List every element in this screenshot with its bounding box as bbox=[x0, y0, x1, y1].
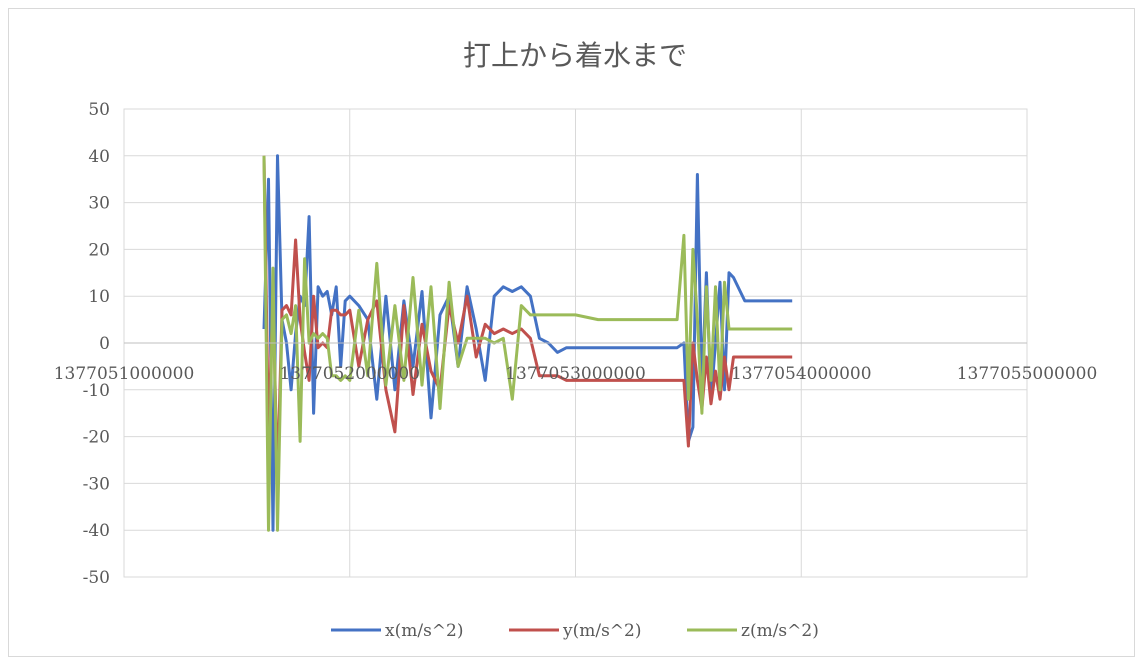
y-tick-label: -50 bbox=[83, 568, 110, 588]
x-tick-labels: 1377051000000 1377052000000 1377053000000 1… bbox=[54, 364, 1098, 384]
y-tick-label: 10 bbox=[88, 287, 110, 307]
x-tick-label: 1377054000000 bbox=[731, 364, 872, 384]
y-tick-label: 0 bbox=[99, 334, 110, 354]
y-tick-label: 50 bbox=[88, 100, 110, 120]
y-tick-label: 20 bbox=[88, 240, 110, 260]
y-tick-label: 30 bbox=[88, 194, 110, 214]
x-tick-label: 1377053000000 bbox=[505, 364, 646, 384]
series-line-2 bbox=[262, 155, 793, 485]
y-tick-label: -30 bbox=[83, 474, 110, 494]
x-tick-label: 1377052000000 bbox=[279, 364, 420, 384]
series-lines bbox=[262, 154, 793, 532]
x-tick-label: 1377051000000 bbox=[54, 364, 195, 384]
legend-label-2: y(m/s^2) bbox=[562, 621, 642, 641]
chart-frame: 打上から着水まで 50 40 30 20 10 0 -10 -20 -30 -40 -50 1377… bbox=[8, 8, 1135, 657]
y-tick-label: -10 bbox=[83, 381, 110, 401]
chart-svg: 打上から着水まで 50 40 30 20 10 0 -10 -20 -30 -40 -50 1377… bbox=[54, 39, 1098, 641]
y-tick-labels: 50 40 30 20 10 0 -10 -20 -30 -40 -50 bbox=[83, 100, 110, 588]
series-line-3 bbox=[262, 155, 793, 532]
y-tick-label: 40 bbox=[88, 147, 110, 167]
y-tick-label: -40 bbox=[83, 521, 110, 541]
legend-label-3: z(m/s^2) bbox=[741, 621, 819, 641]
x-tick-label: 1377055000000 bbox=[957, 364, 1098, 384]
legend: x(m/s^2) y(m/s^2) z(m/s^2) bbox=[331, 621, 819, 641]
y-tick-label: -20 bbox=[83, 428, 110, 448]
chart-title: 打上から着水まで bbox=[463, 39, 687, 72]
legend-label-1: x(m/s^2) bbox=[385, 621, 463, 641]
